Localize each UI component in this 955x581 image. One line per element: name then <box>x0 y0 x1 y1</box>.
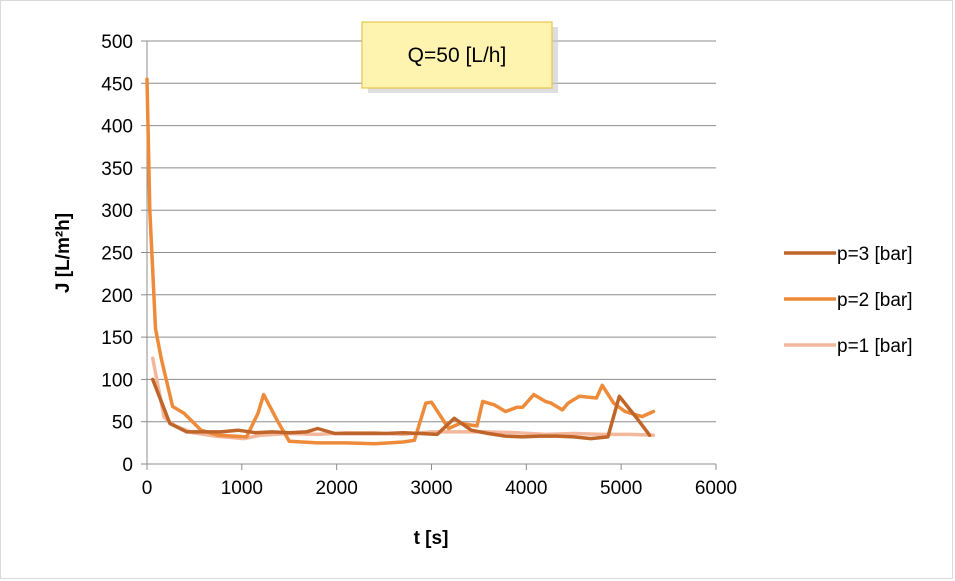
x-tick-label: 0 <box>142 478 153 499</box>
y-tick-label: 500 <box>101 32 133 53</box>
x-tick-label: 4000 <box>505 478 547 499</box>
x-tick-label: 6000 <box>695 478 737 499</box>
legend-item: p=2 [bar] <box>784 290 913 311</box>
y-tick-label: 300 <box>101 201 133 222</box>
y-axis-title: J [L/m²h] <box>53 213 74 293</box>
y-tick-label: 200 <box>101 286 133 307</box>
y-tick-label: 250 <box>101 244 133 265</box>
x-tick-label: 5000 <box>600 478 642 499</box>
legend-item: p=3 [bar] <box>784 244 913 265</box>
x-tick-label: 3000 <box>410 478 452 499</box>
y-axis-ticks: 0 50 100 150 200 250 300 350 400 450 500 <box>101 32 147 476</box>
y-tick-label: 350 <box>101 159 133 180</box>
series-line-p-2-bar- <box>145 77 656 446</box>
y-tick-label: 450 <box>101 74 133 95</box>
legend-item: p=1 [bar] <box>784 336 913 357</box>
legend-label: p=3 [bar] <box>837 244 913 265</box>
legend: p=3 [bar] p=2 [bar] p=1 [bar] <box>784 244 913 357</box>
legend-label: p=1 [bar] <box>837 336 913 357</box>
y-tick-label: 0 <box>122 455 133 476</box>
x-tick-label: 1000 <box>221 478 263 499</box>
x-axis-ticks: 0 1000 2000 3000 4000 5000 6000 <box>142 464 737 499</box>
y-tick-label: 150 <box>101 328 133 349</box>
y-tick-label: 100 <box>101 370 133 391</box>
x-axis-title: t [s] <box>414 528 449 549</box>
chart-title-box: Q=50 [L/h] <box>361 21 558 93</box>
series-line-p-3-bar- <box>150 377 652 441</box>
y-tick-label: 400 <box>101 117 133 138</box>
y-tick-label: 50 <box>112 413 133 434</box>
x-tick-label: 2000 <box>316 478 358 499</box>
chart-title: Q=50 [L/h] <box>408 44 507 67</box>
legend-label: p=2 [bar] <box>837 290 913 311</box>
series-layer <box>145 77 656 446</box>
